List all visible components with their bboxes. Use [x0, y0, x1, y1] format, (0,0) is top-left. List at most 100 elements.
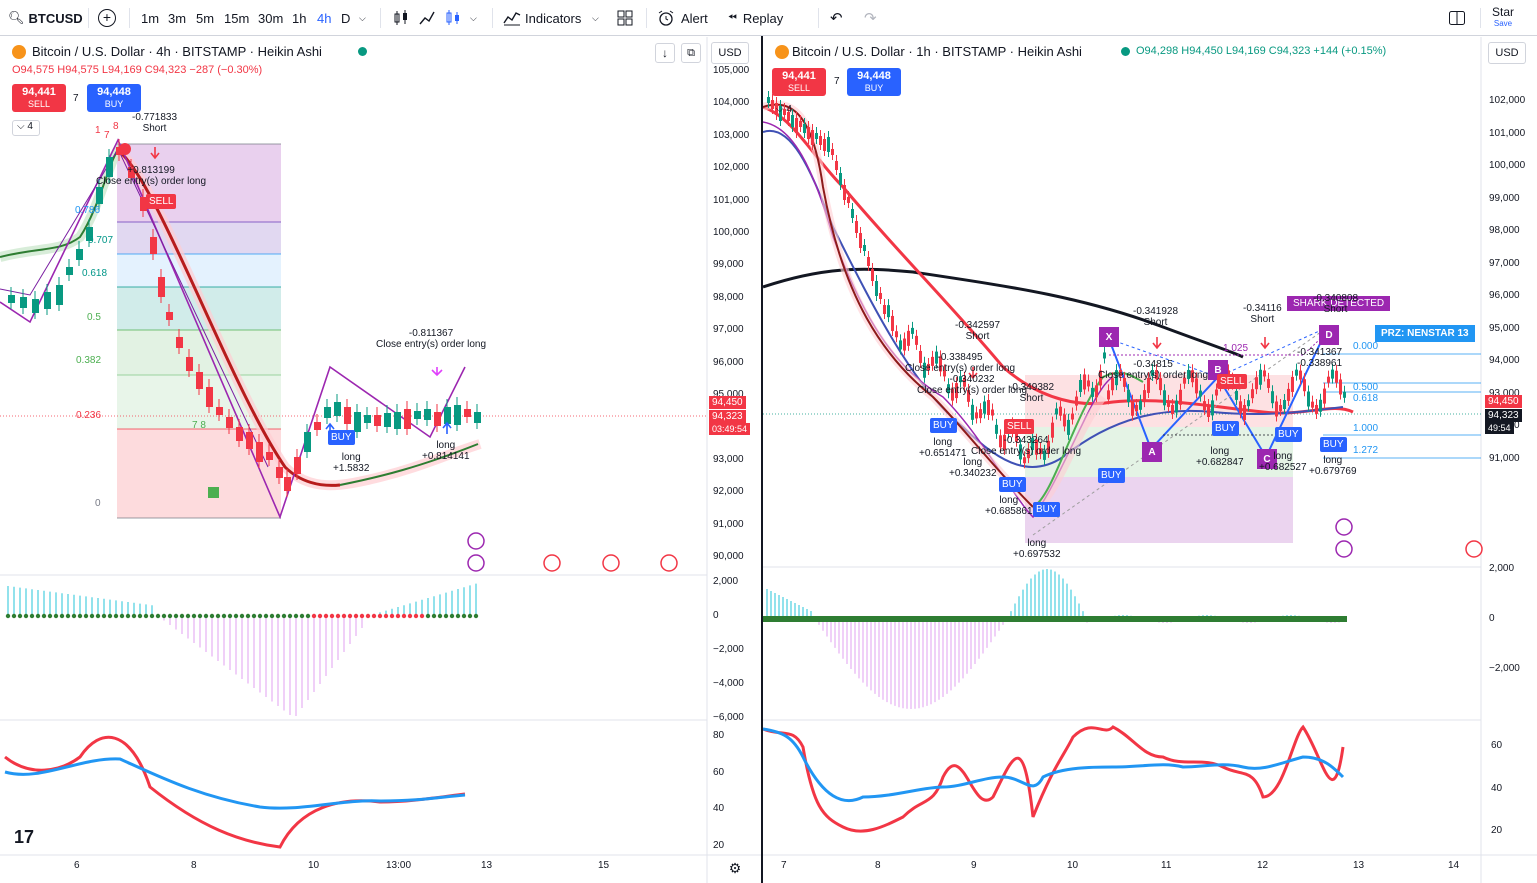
- interval-1m[interactable]: 1m: [141, 10, 160, 26]
- candle-body: [867, 257, 870, 266]
- candle-body: [827, 137, 830, 152]
- save-button[interactable]: Star Save: [1492, 0, 1514, 36]
- price-tick-label: 91,000: [1489, 452, 1520, 464]
- layout-grid-icon: [617, 10, 633, 26]
- sell-button[interactable]: 94,441 SELL: [12, 84, 66, 112]
- buy-button[interactable]: 94,448 BUY: [847, 68, 901, 96]
- rsi-tick-label: 60: [713, 766, 725, 778]
- price-tick-label: 100,000: [1489, 160, 1526, 171]
- candle-body: [444, 407, 451, 424]
- currency-button[interactable]: USD: [1488, 42, 1526, 64]
- redo-button[interactable]: ↷: [864, 0, 877, 36]
- candle-body: [823, 139, 826, 151]
- price-tick-label: 95,000: [713, 389, 744, 400]
- annotation-long-mid: long +1.5832: [333, 452, 370, 474]
- interval-1h[interactable]: 1h: [292, 10, 307, 26]
- pane-divider[interactable]: [761, 36, 763, 883]
- price-tick-label: 104,000: [713, 97, 750, 109]
- left-chart-canvas[interactable]: 17: [0, 37, 761, 883]
- chart-type-dropdown[interactable]: ⌵: [470, 0, 477, 36]
- save-label: Save: [1493, 19, 1513, 28]
- plus-circle-icon: +: [98, 9, 116, 27]
- candle-body: [911, 327, 914, 334]
- layout-button[interactable]: [616, 0, 634, 36]
- maximize-pane-button[interactable]: ⧉: [681, 43, 701, 63]
- candle-body: [1107, 390, 1110, 400]
- undo-button[interactable]: ↶: [830, 0, 843, 36]
- interval-30m[interactable]: 30m: [258, 10, 284, 26]
- squeeze-dot: [47, 613, 53, 619]
- annotation: -0.340232 Close entry(s) order long: [917, 374, 1028, 396]
- squeeze-dot: [167, 613, 173, 619]
- replay-button[interactable]: ⏪︎ Replay: [728, 0, 783, 36]
- currency-button[interactable]: USD: [711, 42, 749, 64]
- osc-tick-label: −2,000: [713, 644, 744, 655]
- candle-body: [899, 340, 902, 350]
- candle-body: [1343, 391, 1346, 398]
- interval-15m[interactable]: 15m: [224, 10, 250, 26]
- fullscreen-button[interactable]: [1448, 0, 1466, 36]
- squeeze-dot: [107, 613, 113, 619]
- fib-level-label: 0.500: [1353, 382, 1379, 393]
- right-chart-title[interactable]: Bitcoin / U.S. Dollar · 1h · BITSTAMP · …: [792, 44, 1082, 59]
- interval-3m[interactable]: 3m: [168, 10, 187, 26]
- interval-d[interactable]: D: [341, 10, 351, 26]
- right-chart-pane[interactable]: Bitcoin / U.S. Dollar · 1h · BITSTAMP · …: [763, 37, 1537, 883]
- squeeze-dot: [341, 613, 347, 619]
- candles-type-button[interactable]: [392, 0, 410, 36]
- bitcoin-logo-icon: [775, 45, 789, 59]
- squeeze-dot: [179, 613, 185, 619]
- right-chart-canvas[interactable]: [763, 37, 1537, 883]
- squeeze-dot: [353, 613, 359, 619]
- chevron-down-icon: ⌵: [470, 12, 477, 23]
- left-chart-title[interactable]: Bitcoin / U.S. Dollar · 4h · BITSTAMP · …: [32, 44, 322, 59]
- collapse-indicators-button[interactable]: ⌵ 4: [12, 120, 40, 136]
- candle-body: [811, 130, 814, 145]
- alert-button[interactable]: Alert: [657, 0, 708, 36]
- sell-button[interactable]: 94,441 SELL: [772, 68, 826, 96]
- indicators-dropdown[interactable]: ⌵: [592, 0, 599, 36]
- fib-level-label: 0.382: [76, 355, 102, 366]
- candle-body: [166, 312, 173, 320]
- buy-button[interactable]: 94,448 BUY: [87, 84, 141, 112]
- candle-body: [951, 388, 954, 401]
- svg-text:17: 17: [14, 827, 34, 847]
- symbol-search[interactable]: 🔍︎ BTCUSD: [8, 0, 83, 36]
- interval-5m[interactable]: 5m: [196, 10, 215, 26]
- candle-body: [304, 432, 311, 452]
- fib-level-label: 0: [95, 498, 101, 509]
- compare-button[interactable]: +: [98, 0, 116, 36]
- heikin-ashi-button[interactable]: [444, 0, 462, 36]
- left-chart-pane[interactable]: 17 Bitcoin / U.S. Dollar · 4h · BITSTAMP…: [0, 37, 761, 883]
- pattern-point-c: C: [1257, 449, 1277, 469]
- layout-name: Star: [1492, 5, 1515, 19]
- squeeze-dot: [215, 613, 221, 619]
- interval-4h[interactable]: 4h: [317, 10, 332, 26]
- annotation-close-entry-right: -0.811367 Close entry(s) order long: [376, 328, 487, 350]
- rsi-tick-label: 20: [713, 839, 725, 851]
- heikin-ashi-icon: [446, 10, 459, 25]
- annotation: -0.349382 Short: [1009, 382, 1055, 404]
- time-tick-label: 14: [1448, 860, 1460, 871]
- indicators-button[interactable]: Indicators: [503, 0, 581, 36]
- interval-dropdown[interactable]: ⌵: [359, 0, 366, 36]
- candle-body: [1083, 374, 1086, 390]
- squeeze-dot: [401, 613, 407, 619]
- symbol-label: BTCUSD: [28, 10, 83, 26]
- annotation-long: long +0.682527: [1259, 451, 1307, 473]
- line-type-button[interactable]: [418, 0, 436, 36]
- price-tick-label: 94,000: [1489, 355, 1520, 366]
- scroll-to-bottom-button[interactable]: ↓: [655, 43, 675, 63]
- annotation-short-top: -0.771833 Short: [132, 112, 178, 134]
- price-tick-label: 102,000: [1489, 95, 1526, 106]
- candle-body: [1079, 379, 1082, 392]
- candle-body: [1179, 389, 1182, 405]
- alert-label: Alert: [681, 10, 708, 26]
- candle-body: [284, 477, 291, 491]
- settings-button[interactable]: ⚙︎: [727, 860, 743, 876]
- candle-body: [216, 407, 223, 415]
- candle-body: [1303, 379, 1306, 392]
- squeeze-dot: [29, 613, 35, 619]
- price-tag-upper: 94,450: [709, 396, 746, 409]
- collapse-indicators-button[interactable]: ⌵ 4: [776, 104, 792, 115]
